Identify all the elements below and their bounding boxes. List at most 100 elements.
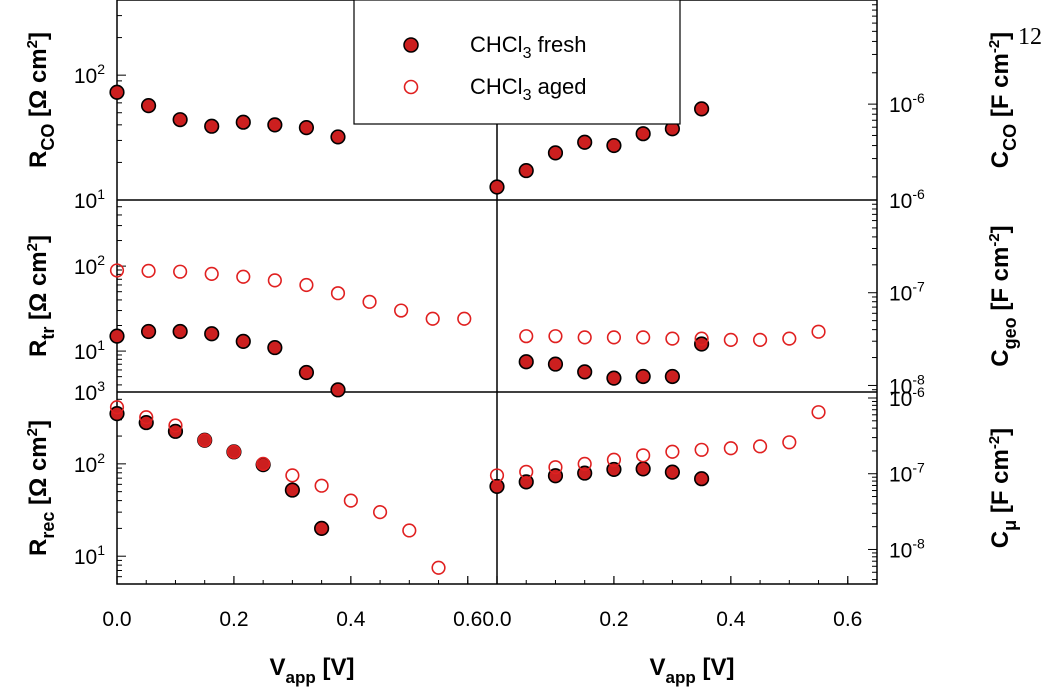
data-point-fresh [235, 333, 251, 350]
data-point-fresh [330, 382, 346, 398]
x-tick-label: 0.6 [833, 608, 862, 631]
data-point-fresh [518, 474, 534, 490]
data-point-fresh [267, 339, 283, 356]
data-point-aged [782, 435, 797, 450]
data-point-aged [636, 448, 651, 463]
data-point-aged [141, 263, 156, 278]
data-point-aged [723, 441, 738, 456]
data-point-aged [256, 456, 271, 471]
data-point-aged [267, 273, 282, 288]
x-tick-label: 0.2 [219, 608, 248, 631]
data-point-fresh [635, 368, 651, 385]
data-point-fresh [664, 464, 680, 480]
data-point-aged [606, 452, 622, 467]
data-point-aged [665, 331, 680, 346]
data-point-aged [665, 444, 680, 459]
y-tick-label: 101 [74, 542, 105, 569]
x-tick-label: 0.0 [102, 608, 131, 631]
data-point-aged [168, 418, 183, 433]
legend-marker-fresh [403, 37, 419, 53]
legend-label-aged: CHCl3 aged [470, 74, 587, 104]
data-point-aged [782, 331, 797, 346]
x-axis-label: Vapp [V] [650, 654, 735, 687]
axis-labels: 0.0 0.2 0.4 0.6 Vapp [V] 0.0 0.2 0.4 0.6 Vapp [V]… [24, 32, 1020, 687]
data-point-fresh [235, 114, 251, 130]
y-tick-label: 10-7 [889, 279, 925, 306]
y-tick-label: 102 [74, 252, 105, 279]
data-point-aged [425, 311, 440, 326]
data-point-fresh [298, 120, 315, 136]
data-point-fresh [606, 370, 622, 386]
data-point-fresh [547, 145, 564, 161]
data-point-fresh [138, 414, 154, 431]
data-point-fresh [577, 364, 593, 380]
data-point-aged [811, 324, 826, 339]
x-tick-label: 0.6 [453, 608, 482, 631]
data-point-aged [343, 493, 358, 508]
data-point-aged [752, 439, 768, 454]
data-point-aged [431, 560, 446, 575]
legend: CHCl3 fresh CHCl3 aged [353, 0, 681, 125]
left-y-label-middle: Rtr [Ω cm2] [24, 235, 58, 357]
data-point-aged [372, 505, 388, 520]
data-point-aged [752, 332, 768, 347]
data-point-aged [204, 266, 219, 281]
data-point-aged [519, 329, 534, 344]
data-point-aged [314, 478, 329, 493]
data-point-aged [457, 311, 472, 326]
data-point-aged [548, 329, 563, 344]
left-y-label-top: RCO [Ω cm2] [24, 32, 58, 168]
data-point-fresh [694, 101, 710, 117]
legend-box [353, 0, 681, 125]
data-point-fresh [664, 368, 680, 385]
legend-marker-aged [403, 79, 419, 95]
y-tick-label: 102 [74, 61, 105, 88]
left-y-label-bottom: Rrec [Ω cm2] [24, 420, 58, 556]
data-point-fresh [267, 117, 283, 133]
data-point-aged [402, 523, 417, 538]
data-marks [109, 84, 826, 575]
y-tick-label: 101 [74, 186, 105, 213]
data-point-fresh [518, 354, 534, 370]
data-point-aged [694, 442, 709, 457]
data-point-fresh [606, 137, 622, 154]
data-point-fresh [140, 98, 157, 114]
right-y-label-middle: Cgeo [F cm-2] [986, 225, 1020, 366]
right-y-label-top: CCO [F cm-2] [986, 32, 1020, 168]
data-point-aged [577, 330, 592, 345]
data-point-aged [362, 294, 377, 309]
data-point-aged [236, 269, 251, 284]
x-tick-label: 0.0 [482, 608, 511, 631]
data-point-aged [394, 303, 409, 318]
y-tick-label: 10-6 [889, 90, 925, 117]
data-point-aged [197, 433, 212, 448]
data-point-aged [109, 263, 125, 278]
y-tick-label: 101 [74, 337, 105, 364]
data-point-aged [330, 286, 346, 301]
data-point-aged [636, 330, 651, 345]
data-point-fresh [489, 179, 505, 195]
x-tick-label: 0.2 [599, 608, 628, 631]
data-point-fresh [109, 328, 125, 344]
data-point-fresh [314, 520, 330, 537]
data-point-fresh [204, 118, 220, 134]
legend-label-fresh: CHCl3 fresh [470, 32, 587, 62]
data-point-fresh [204, 326, 220, 342]
data-point-fresh [635, 461, 651, 477]
data-point-fresh [577, 134, 593, 150]
y-tick-label: 10-8 [889, 535, 925, 562]
data-point-fresh [489, 478, 505, 495]
data-point-fresh [694, 471, 710, 487]
y-tick-label: 10-8 [889, 371, 925, 398]
data-point-fresh [547, 356, 564, 372]
data-point-aged [139, 410, 154, 425]
data-point-fresh [298, 364, 315, 381]
page-number: 12 [1018, 24, 1042, 50]
x-tick-label: 0.4 [716, 608, 746, 631]
data-point-aged [811, 405, 826, 420]
data-point-aged [519, 464, 534, 479]
x-axis-label: Vapp [V] [270, 654, 355, 687]
y-tick-label: 10-7 [889, 460, 925, 487]
data-point-aged [299, 277, 314, 293]
